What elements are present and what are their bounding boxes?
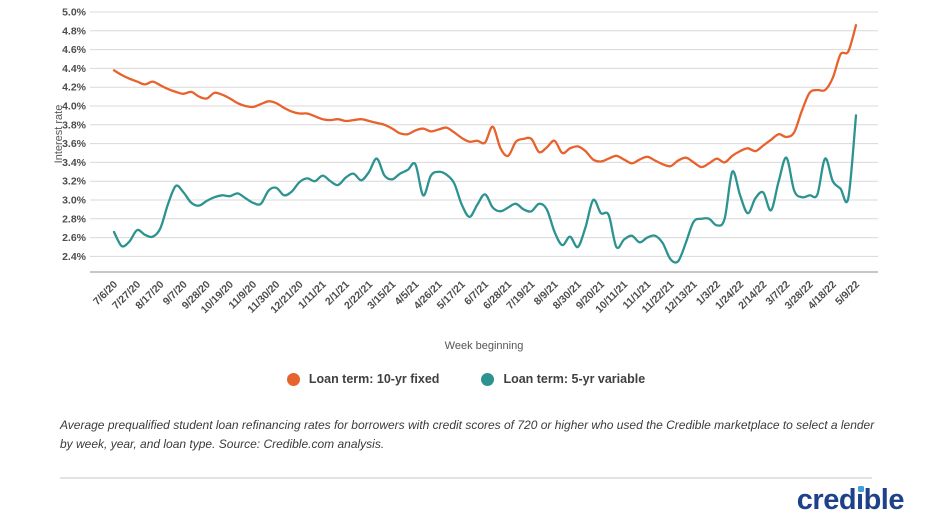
legend-item-5-yr-variable: Loan term: 5-yr variable	[481, 372, 645, 386]
y-tick-label: 3.4%	[62, 157, 87, 169]
y-tick-label: 4.0%	[62, 101, 87, 113]
y-axis-title: Interest rate	[53, 105, 65, 164]
y-tick-label: 2.4%	[62, 251, 87, 263]
credible-logo: credible	[796, 483, 905, 517]
y-tick-label: 5.0%	[62, 7, 87, 19]
chart-legend: Loan term: 10-yr fixed Loan term: 5-yr v…	[0, 372, 932, 386]
y-tick-label: 2.6%	[62, 232, 87, 244]
credible-logo-text: credible	[796, 484, 905, 516]
y-tick-label: 3.6%	[62, 138, 87, 150]
chart-caption: Average prequalified student loan refina…	[60, 418, 875, 451]
rates-line-chart: 5.0% 4.8% 4.6% 4.4% 4.2% 4.0% 3.8% 3.6% 3.4% 3.2%…	[53, 7, 878, 352]
y-tick-label: 4.2%	[62, 82, 87, 94]
y-tick-label: 4.8%	[62, 25, 87, 37]
legend-label-5-yr-variable: Loan term: 5-yr variable	[503, 372, 646, 386]
y-tick-label: 3.2%	[62, 176, 87, 188]
legend-dot-10-yr-fixed	[286, 372, 300, 386]
y-tick-label: 3.8%	[62, 119, 87, 131]
x-tick-label: 5/9/22	[833, 279, 862, 308]
legend-label-10-yr-fixed: Loan term: 10-yr fixed	[308, 372, 440, 386]
y-tick-label: 4.6%	[62, 44, 87, 56]
series-line-loan-term-10-yr-fixed	[112, 24, 858, 169]
y-tick-label: 2.8%	[62, 213, 87, 225]
y-tick-label: 3.0%	[62, 195, 87, 207]
legend-item-10-yr-fixed: Loan term: 10-yr fixed	[286, 372, 440, 386]
footer-divider	[60, 477, 872, 479]
legend-dot-5-yr-variable	[481, 372, 495, 386]
x-axis-title: Week beginning	[445, 340, 524, 352]
logo-i-dot	[857, 486, 864, 492]
series-line-loan-term-5-yr-variable	[112, 114, 858, 264]
y-tick-label: 4.4%	[62, 63, 87, 75]
